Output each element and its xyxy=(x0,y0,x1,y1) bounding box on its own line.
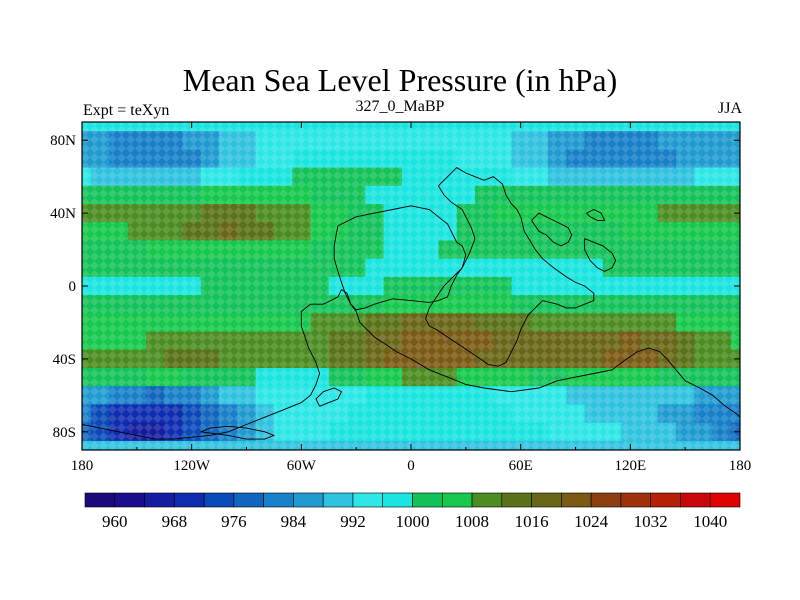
time-label: 327_0_MaBP xyxy=(355,98,445,115)
x-tick-label: 180 xyxy=(71,458,94,474)
colorbar-label: 1008 xyxy=(455,512,489,531)
colorbar-swatch xyxy=(233,492,264,508)
colorbar-swatch xyxy=(531,492,562,508)
y-tick-label: 0 xyxy=(69,279,77,295)
coastline xyxy=(333,205,467,311)
coastline xyxy=(586,208,606,221)
colorbar-swatch xyxy=(412,492,443,508)
y-tick-label: 80S xyxy=(53,425,76,441)
colorbar-swatch xyxy=(501,492,532,508)
y-tick-label: 40N xyxy=(50,206,76,222)
colorbar-swatch xyxy=(650,492,681,508)
colorbar-label: 1016 xyxy=(515,512,549,531)
x-tick-label: 180 xyxy=(729,458,752,474)
colorbar-label: 992 xyxy=(340,512,366,531)
colorbar-swatch xyxy=(471,492,503,508)
coastline xyxy=(425,167,595,367)
x-tick-label: 120W xyxy=(173,458,211,474)
y-tick-label: 80N xyxy=(50,133,76,149)
colorbar-swatch xyxy=(441,492,473,508)
coastline xyxy=(301,288,740,450)
colorbar-swatch xyxy=(263,492,294,508)
coastline xyxy=(315,387,343,407)
chart-title: Mean Sea Level Pressure (in hPa) xyxy=(182,62,618,98)
colorbar-label: 984 xyxy=(281,512,307,531)
colorbar-swatch xyxy=(382,492,413,508)
colorbar-label: 1024 xyxy=(574,512,609,531)
experiment-label: Expt = teXyn xyxy=(83,102,170,119)
colorbar-label: 1000 xyxy=(396,512,430,531)
coastline xyxy=(584,238,617,272)
x-tick-label: 60E xyxy=(509,458,533,474)
coastline xyxy=(82,311,321,440)
coastline-layer xyxy=(82,167,740,450)
colorbar-swatch xyxy=(561,492,592,508)
colorbar-swatch xyxy=(352,492,384,508)
season-label: JJA xyxy=(717,100,742,117)
x-tick-label: 120E xyxy=(614,458,646,474)
colorbar-swatch xyxy=(114,492,145,508)
colorbar-label: 960 xyxy=(102,512,128,531)
colorbar-swatch xyxy=(590,492,622,508)
colorbar-swatch xyxy=(293,492,324,508)
axis-layer: 180 120W 60W 0 60E 120E 180 80N 40N 0 40S 80S xyxy=(50,122,751,474)
colorbar-label: 1040 xyxy=(693,512,727,531)
coastline xyxy=(200,425,276,440)
colorbar-label: 968 xyxy=(162,512,188,531)
colorbar-swatch xyxy=(174,492,205,508)
x-tick-label: 0 xyxy=(407,458,415,474)
colorbar-swatch xyxy=(144,492,175,508)
colorbar-swatch xyxy=(680,492,711,508)
colorbar-label: 1032 xyxy=(634,512,668,531)
colorbar-swatch xyxy=(322,492,354,508)
coastline xyxy=(531,212,573,247)
colorbar-swatch xyxy=(620,492,651,508)
x-tick-label: 60W xyxy=(287,458,317,474)
hatch-overlay xyxy=(82,122,740,450)
colorbar-swatch xyxy=(203,492,235,508)
colorbar-swatch xyxy=(709,492,741,508)
colorbar: 960 968 976 984 992 1000 1008 1016 1024 1032 1040 xyxy=(84,492,741,531)
colorbar-label: 976 xyxy=(221,512,247,531)
y-tick-label: 40S xyxy=(53,352,76,368)
colorbar-swatch xyxy=(84,492,116,508)
